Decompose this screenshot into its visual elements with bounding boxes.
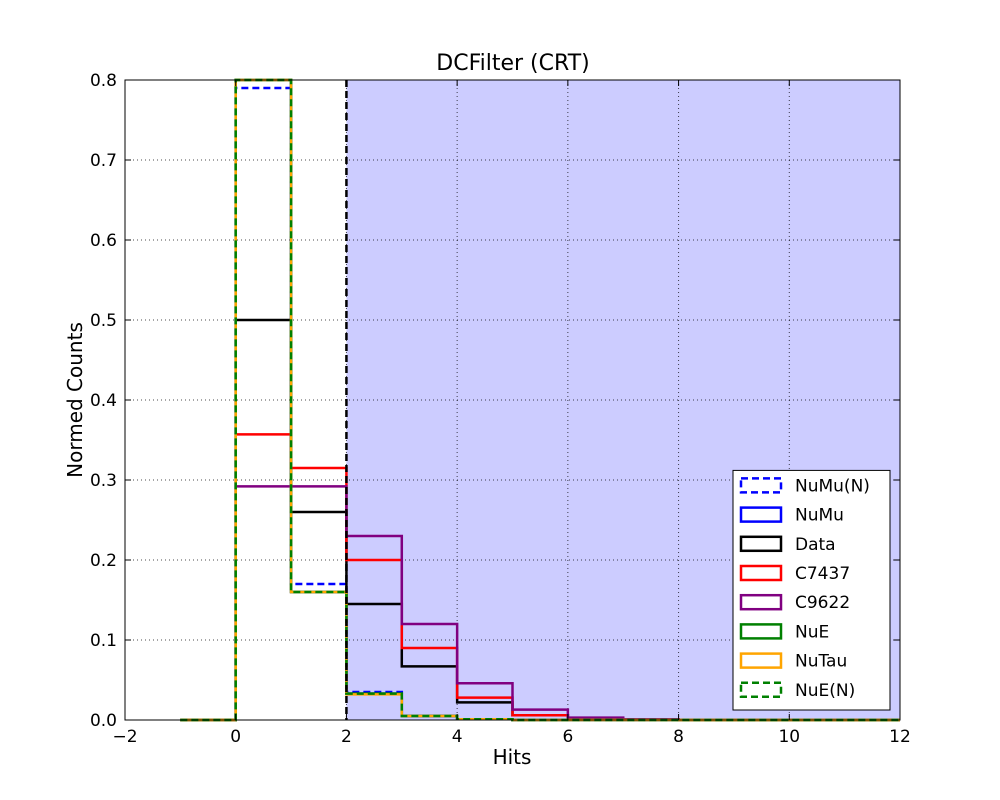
y-tick-label: 0.1	[90, 631, 117, 651]
legend-swatch	[739, 681, 783, 699]
x-tick-label: 4	[452, 727, 463, 747]
legend-label: Data	[795, 535, 836, 555]
legend-swatch	[739, 593, 783, 611]
y-tick-label: 0.6	[90, 231, 117, 251]
legend-label: C7437	[795, 564, 850, 584]
x-tick-label: 0	[230, 727, 241, 747]
x-tick-label: 6	[562, 727, 573, 747]
y-axis-label: Normed Counts	[63, 322, 87, 478]
legend-label: C9622	[795, 593, 850, 613]
legend-label: NuMu(N)	[795, 476, 870, 496]
legend-swatch	[739, 623, 783, 640]
legend-swatch	[739, 564, 783, 582]
legend-swatch	[739, 652, 783, 669]
legend-label: NuE(N)	[795, 681, 855, 701]
legend-label: NuTau	[795, 652, 847, 672]
x-tick-label: 10	[778, 727, 800, 747]
x-tick-label: −2	[112, 727, 137, 747]
legend-box	[732, 469, 891, 711]
x-tick-label: 12	[889, 727, 911, 747]
legend-swatch	[739, 477, 783, 494]
legend-label: NuE	[795, 622, 829, 642]
y-tick-label: 0.8	[90, 71, 117, 91]
y-tick-label: 0.2	[90, 551, 117, 571]
x-tick-label: 2	[341, 727, 352, 747]
axis-ticks: −2 0 2 4 6 8 10 12 0.0 0.1 0.2 0.3 0.4 0.5 0.6 0.7 0.8	[90, 71, 911, 747]
x-axis-label: Hits	[493, 745, 532, 769]
chart-title: DCFilter (CRT)	[436, 51, 589, 76]
legend-swatch	[739, 506, 783, 523]
legend-swatch	[739, 535, 783, 553]
legend-label: NuMu	[795, 506, 844, 526]
legend: NuMu(N) NuMu Data C7437 C9622 NuE NuTau NuE(N)	[732, 469, 891, 711]
y-tick-label: 0.0	[90, 711, 117, 731]
y-tick-label: 0.7	[90, 151, 117, 171]
y-tick-label: 0.5	[90, 311, 117, 331]
y-tick-label: 0.4	[90, 391, 117, 411]
x-tick-label: 8	[673, 727, 684, 747]
y-tick-label: 0.3	[90, 471, 117, 491]
